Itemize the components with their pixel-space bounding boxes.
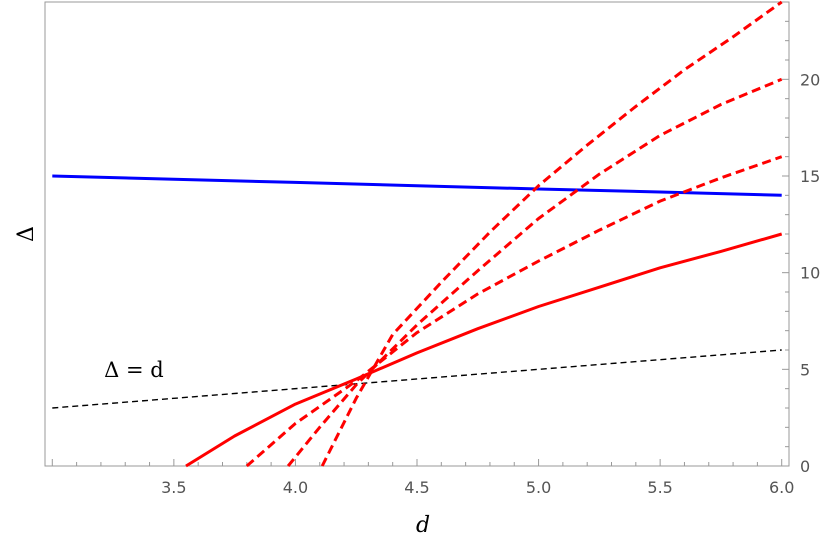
y-axis-label: Δ	[14, 226, 39, 242]
series-line-5	[286, 77, 783, 467]
x-tick-label: 4.0	[283, 478, 308, 497]
x-tick-label: 3.5	[161, 478, 186, 497]
plot-frame	[44, 1, 790, 467]
tick-labels: 3.5 4.0 4.5 5.0 5.5 6.0 0 5 10 15 20	[161, 70, 820, 497]
series-line-2	[52, 349, 782, 409]
x-tick-label: 4.5	[404, 478, 429, 497]
y-tick-label: 15	[800, 167, 820, 186]
series-line-1	[52, 174, 782, 197]
annotation-delta-equals-d: Δ = d	[104, 358, 164, 382]
x-tick-label: 5.5	[647, 478, 672, 497]
y-tick-label: 0	[800, 457, 810, 476]
y-tick-label: 20	[800, 70, 820, 89]
x-tick-label: 5.0	[526, 478, 551, 497]
series-line-4	[245, 155, 783, 468]
series-line-3	[185, 232, 783, 468]
y-tick-label: 5	[800, 360, 810, 379]
y-tick-label: 10	[800, 264, 820, 283]
x-tick-label: 6.0	[769, 478, 794, 497]
series-lines	[52, 0, 783, 468]
series-line-6	[320, 0, 783, 467]
ticks	[51, 1, 789, 467]
x-axis-label: d	[416, 513, 430, 538]
